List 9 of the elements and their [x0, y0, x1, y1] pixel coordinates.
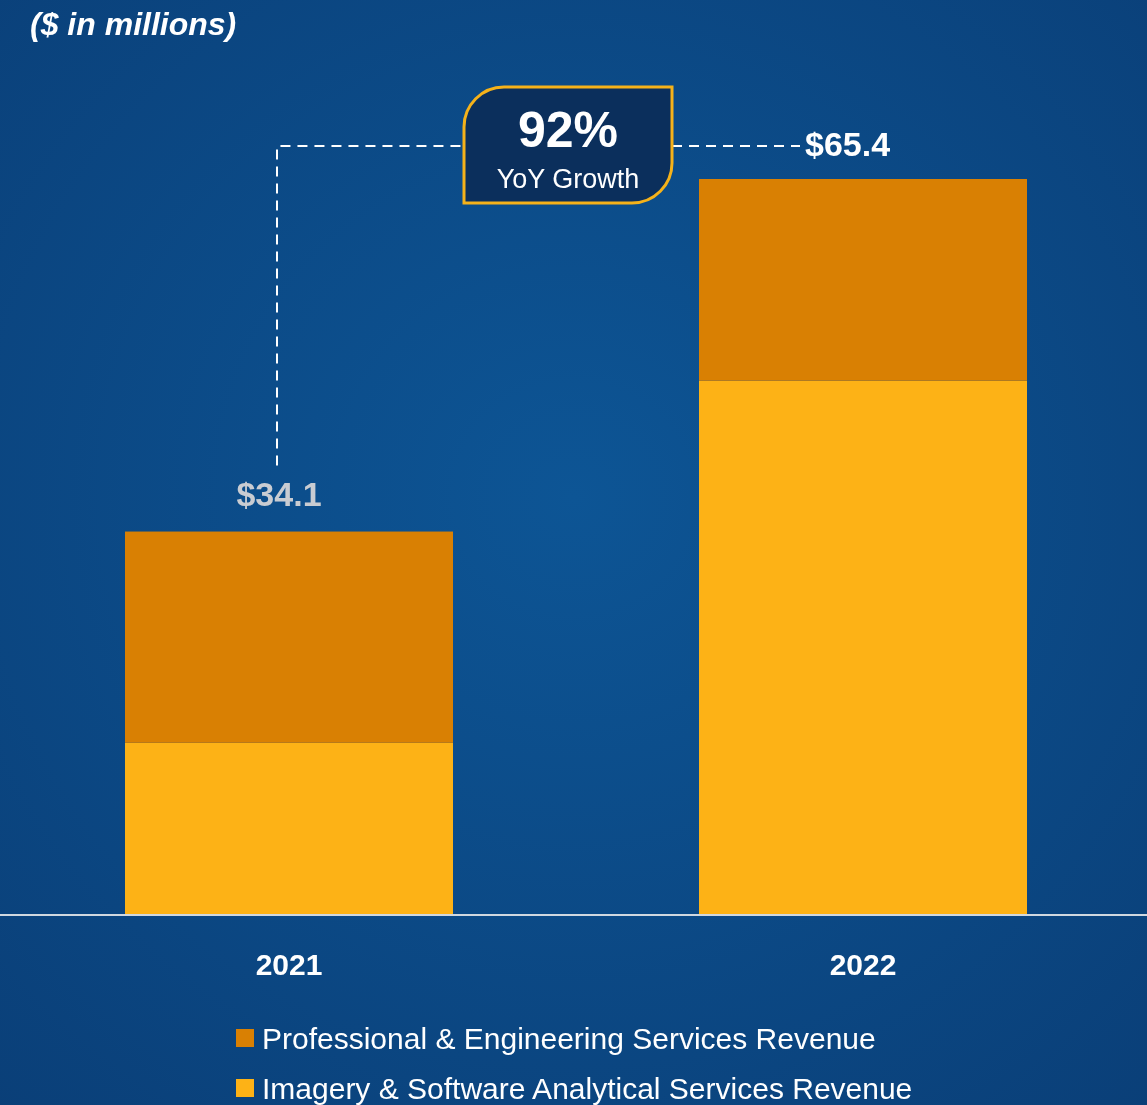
legend-label: Imagery & Software Analytical Services Revenue — [262, 1072, 913, 1105]
x-tick-label: 2022 — [829, 948, 897, 981]
annotation: $65.4 — [805, 125, 891, 163]
legend-label: Professional & Engineering Services Revenue — [262, 1022, 876, 1055]
annotation: YoY Growth — [496, 164, 640, 194]
annotation: $34.1 — [236, 474, 322, 513]
chart-title: ($ in millions) — [30, 6, 237, 42]
x-tick-label: 2021 — [255, 948, 323, 981]
text: 92% — [517, 102, 619, 158]
